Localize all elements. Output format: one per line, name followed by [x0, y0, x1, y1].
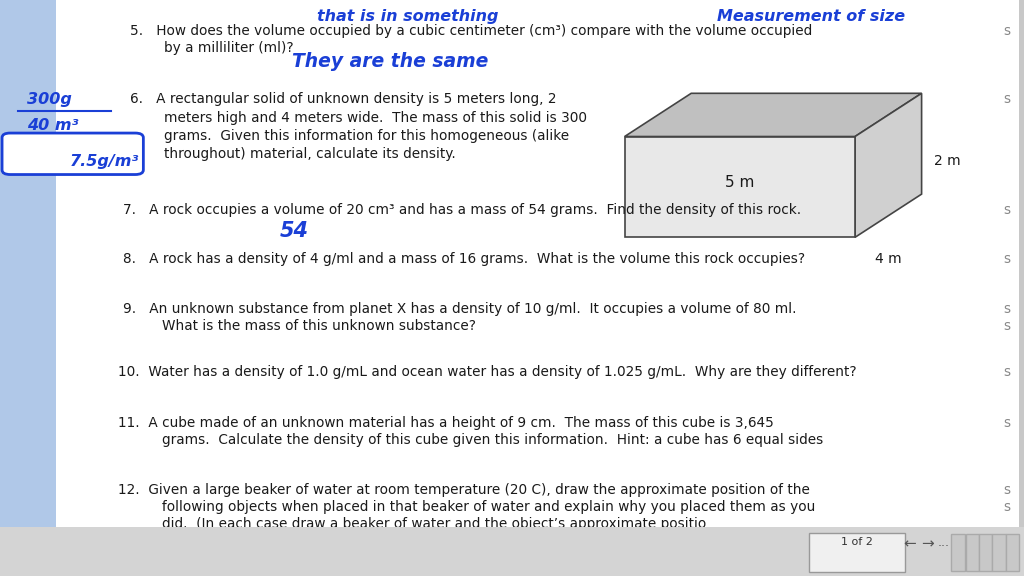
Polygon shape	[625, 93, 922, 137]
Text: They are the same: They are the same	[292, 52, 488, 71]
Text: 40 m³: 40 m³	[27, 118, 78, 133]
FancyBboxPatch shape	[966, 534, 979, 571]
Text: following objects when placed in that beaker of water and explain why you placed: following objects when placed in that be…	[162, 500, 815, 514]
Text: s: s	[1004, 483, 1011, 497]
Text: 4 m: 4 m	[874, 252, 902, 266]
Text: 1 of 2: 1 of 2	[841, 537, 873, 547]
Text: did.  (In each case draw a beaker of water and the object’s approximate positio: did. (In each case draw a beaker of wate…	[162, 517, 706, 531]
Text: s: s	[1004, 319, 1011, 333]
FancyBboxPatch shape	[809, 533, 905, 572]
Text: grams.  Calculate the density of this cube given this information.  Hint: a cube: grams. Calculate the density of this cub…	[162, 433, 823, 447]
Bar	[0, 0, 56, 527]
Text: Measurement of size: Measurement of size	[717, 9, 905, 24]
Text: s: s	[1004, 203, 1011, 217]
FancyBboxPatch shape	[2, 133, 143, 175]
Text: s: s	[1004, 365, 1011, 378]
Text: 300g: 300g	[27, 92, 72, 107]
Text: s: s	[1004, 24, 1011, 38]
Text: grams.  Given this information for this homogeneous (alike: grams. Given this information for this h…	[164, 129, 569, 143]
Text: →: →	[922, 536, 934, 551]
Text: 11.  A cube made of an unknown material has a height of 9 cm.  The mass of this : 11. A cube made of an unknown material h…	[118, 416, 774, 430]
Text: 5 m: 5 m	[725, 175, 755, 190]
Text: 8.   A rock has a density of 4 g/ml and a mass of 16 grams.  What is the volume : 8. A rock has a density of 4 g/ml and a …	[123, 252, 805, 266]
Text: that is in something: that is in something	[317, 9, 499, 24]
Text: ...: ...	[938, 536, 950, 550]
Polygon shape	[855, 93, 922, 237]
FancyBboxPatch shape	[1006, 534, 1019, 571]
Text: 7.   A rock occupies a volume of 20 cm³ and has a mass of 54 grams.  Find the de: 7. A rock occupies a volume of 20 cm³ an…	[123, 203, 801, 217]
FancyBboxPatch shape	[979, 534, 992, 571]
Text: ←: ←	[903, 536, 915, 551]
Bar	[625, 137, 855, 237]
Text: s: s	[1004, 416, 1011, 430]
Text: throughout) material, calculate its density.: throughout) material, calculate its dens…	[164, 147, 456, 161]
Text: 5.   How does the volume occupied by a cubic centimeter (cm³) compare with the v: 5. How does the volume occupied by a cub…	[130, 24, 812, 38]
Text: s: s	[1004, 252, 1011, 266]
Text: by a milliliter (ml)?: by a milliliter (ml)?	[164, 41, 302, 55]
Text: 2 m: 2 m	[934, 154, 961, 168]
Text: What is the mass of this unknown substance?: What is the mass of this unknown substan…	[162, 319, 476, 333]
FancyBboxPatch shape	[951, 534, 965, 571]
Text: 9.   An unknown substance from planet X has a density of 10 g/ml.  It occupies a: 9. An unknown substance from planet X ha…	[123, 302, 797, 316]
Text: s: s	[1004, 500, 1011, 514]
Text: meters high and 4 meters wide.  The mass of this solid is 300: meters high and 4 meters wide. The mass …	[164, 111, 587, 124]
Text: 10.  Water has a density of 1.0 g/mL and ocean water has a density of 1.025 g/mL: 10. Water has a density of 1.0 g/mL and …	[118, 365, 856, 378]
Text: 54: 54	[280, 221, 308, 241]
Text: 6.   A rectangular solid of unknown density is 5 meters long, 2: 6. A rectangular solid of unknown densit…	[130, 92, 557, 106]
Text: s: s	[1004, 92, 1011, 106]
Text: a)  styrofoam (D = .05 g/cm³)                                       d)  balsa wo: a) styrofoam (D = .05 g/cm³) d) balsa wo	[162, 562, 656, 576]
Text: in it – you should have 5 drawings).: in it – you should have 5 drawings).	[162, 543, 406, 556]
FancyBboxPatch shape	[992, 534, 1006, 571]
Text: 12.  Given a large beaker of water at room temperature (20 C), draw the approxim: 12. Given a large beaker of water at roo…	[118, 483, 810, 497]
Text: 7.5g/m³: 7.5g/m³	[70, 154, 139, 169]
Text: s: s	[1004, 302, 1011, 316]
Bar	[0, 527, 1024, 576]
